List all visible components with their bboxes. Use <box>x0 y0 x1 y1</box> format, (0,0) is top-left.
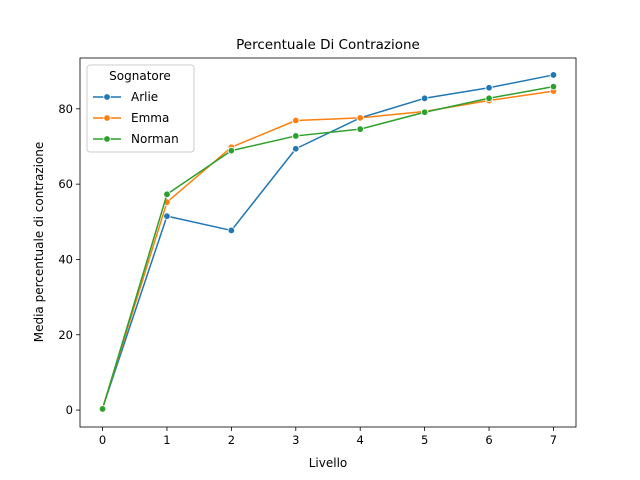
data-point-emma <box>356 114 364 122</box>
x-tick-label: 6 <box>485 433 492 447</box>
x-tick-label: 0 <box>99 433 106 447</box>
legend-label-norman: Norman <box>131 132 179 146</box>
legend: Sognatore Arlie Emma Norman <box>86 64 195 153</box>
data-point-norman <box>420 108 429 116</box>
data-point-norman <box>356 125 364 133</box>
series-line-arlie <box>101 74 554 409</box>
y-tick-label: 60 <box>58 177 73 191</box>
x-axis-label: Livello <box>309 456 348 470</box>
legend-label-emma: Emma <box>131 111 169 125</box>
y-axis-label: Media percentuale di contrazione <box>32 142 46 343</box>
legend-swatch-marker <box>103 93 111 101</box>
legend-label-arlie: Arlie <box>131 90 158 104</box>
legend-title: Sognatore <box>109 69 171 83</box>
data-point-arlie <box>163 212 171 220</box>
series-line-norman <box>101 85 554 410</box>
x-tick-label: 1 <box>163 433 170 447</box>
x-tick-label: 5 <box>421 433 428 447</box>
data-point-norman <box>292 132 300 140</box>
data-point-arlie <box>485 84 493 92</box>
chart-title: Percentuale Di Contrazione <box>236 37 420 53</box>
data-point-arlie <box>292 145 300 153</box>
data-point-arlie <box>227 226 236 235</box>
plot-frame <box>79 57 577 428</box>
data-point-norman <box>98 405 107 413</box>
x-tick-label: 7 <box>550 433 557 447</box>
data-point-norman <box>485 94 493 102</box>
data-point-norman <box>227 146 236 155</box>
y-tick-label: 0 <box>66 403 73 417</box>
plot-area <box>98 71 558 413</box>
legend-box <box>86 64 195 153</box>
data-point-emma <box>292 116 300 125</box>
y-tick-label: 40 <box>58 252 73 266</box>
x-tick-label: 3 <box>292 433 299 447</box>
x-tick-label: 4 <box>357 433 364 447</box>
y-tick-label: 20 <box>58 328 73 342</box>
data-point-arlie <box>420 94 429 102</box>
legend-swatch-marker <box>103 114 111 122</box>
data-point-norman <box>549 82 558 91</box>
legend-swatch-marker <box>103 135 111 143</box>
series-line-emma <box>101 90 554 409</box>
x-tick-label: 2 <box>228 433 235 447</box>
data-point-arlie <box>549 71 558 79</box>
data-point-norman <box>163 190 171 199</box>
y-tick-label: 80 <box>58 102 73 116</box>
